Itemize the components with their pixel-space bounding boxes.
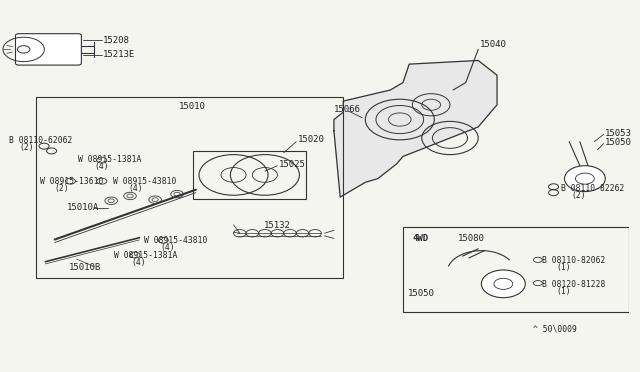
Text: 15050: 15050 (408, 289, 435, 298)
Text: B 08120-81228: B 08120-81228 (542, 280, 605, 289)
Text: (2): (2) (19, 143, 33, 152)
Text: B 08110-62062: B 08110-62062 (9, 137, 72, 145)
Text: B 08110-82062: B 08110-82062 (542, 256, 605, 266)
Text: W 08915-43810: W 08915-43810 (113, 177, 177, 186)
FancyBboxPatch shape (15, 34, 81, 65)
Bar (403, 227, 629, 311)
Text: W 08915-43810: W 08915-43810 (145, 236, 208, 245)
Text: ^ 50\0009: ^ 50\0009 (533, 325, 577, 334)
Bar (36, 97, 343, 278)
Text: 4WD: 4WD (412, 234, 428, 243)
Text: 15010A: 15010A (67, 202, 99, 212)
Text: 15050: 15050 (605, 138, 632, 147)
Text: 15208: 15208 (103, 36, 130, 45)
Text: (1): (1) (556, 287, 571, 296)
Ellipse shape (564, 166, 605, 192)
Text: 15040: 15040 (479, 40, 506, 49)
Ellipse shape (481, 270, 525, 298)
Polygon shape (334, 61, 497, 197)
Text: 15025: 15025 (278, 160, 305, 169)
Bar (193, 151, 306, 199)
Text: W 08915-1381A: W 08915-1381A (78, 155, 141, 164)
Text: 15132: 15132 (264, 221, 291, 230)
Text: 15010B: 15010B (69, 263, 101, 272)
Text: (2): (2) (54, 184, 69, 193)
Text: 15020: 15020 (298, 135, 324, 144)
Text: 15080: 15080 (458, 234, 485, 243)
Text: (4): (4) (131, 257, 146, 267)
Text: (1): (1) (556, 263, 571, 272)
Text: (2): (2) (571, 191, 586, 200)
Text: W 08915-1381A: W 08915-1381A (115, 251, 178, 260)
Text: 15066: 15066 (334, 105, 361, 114)
Text: W 08915-13610: W 08915-13610 (40, 177, 104, 186)
Text: (4): (4) (94, 162, 109, 171)
Text: 15010: 15010 (179, 102, 206, 111)
Text: (4): (4) (128, 184, 143, 193)
Text: 15213E: 15213E (103, 50, 135, 59)
Text: B 08110-82262: B 08110-82262 (561, 184, 625, 193)
Text: (4): (4) (161, 243, 175, 252)
Text: 15053: 15053 (605, 129, 632, 138)
